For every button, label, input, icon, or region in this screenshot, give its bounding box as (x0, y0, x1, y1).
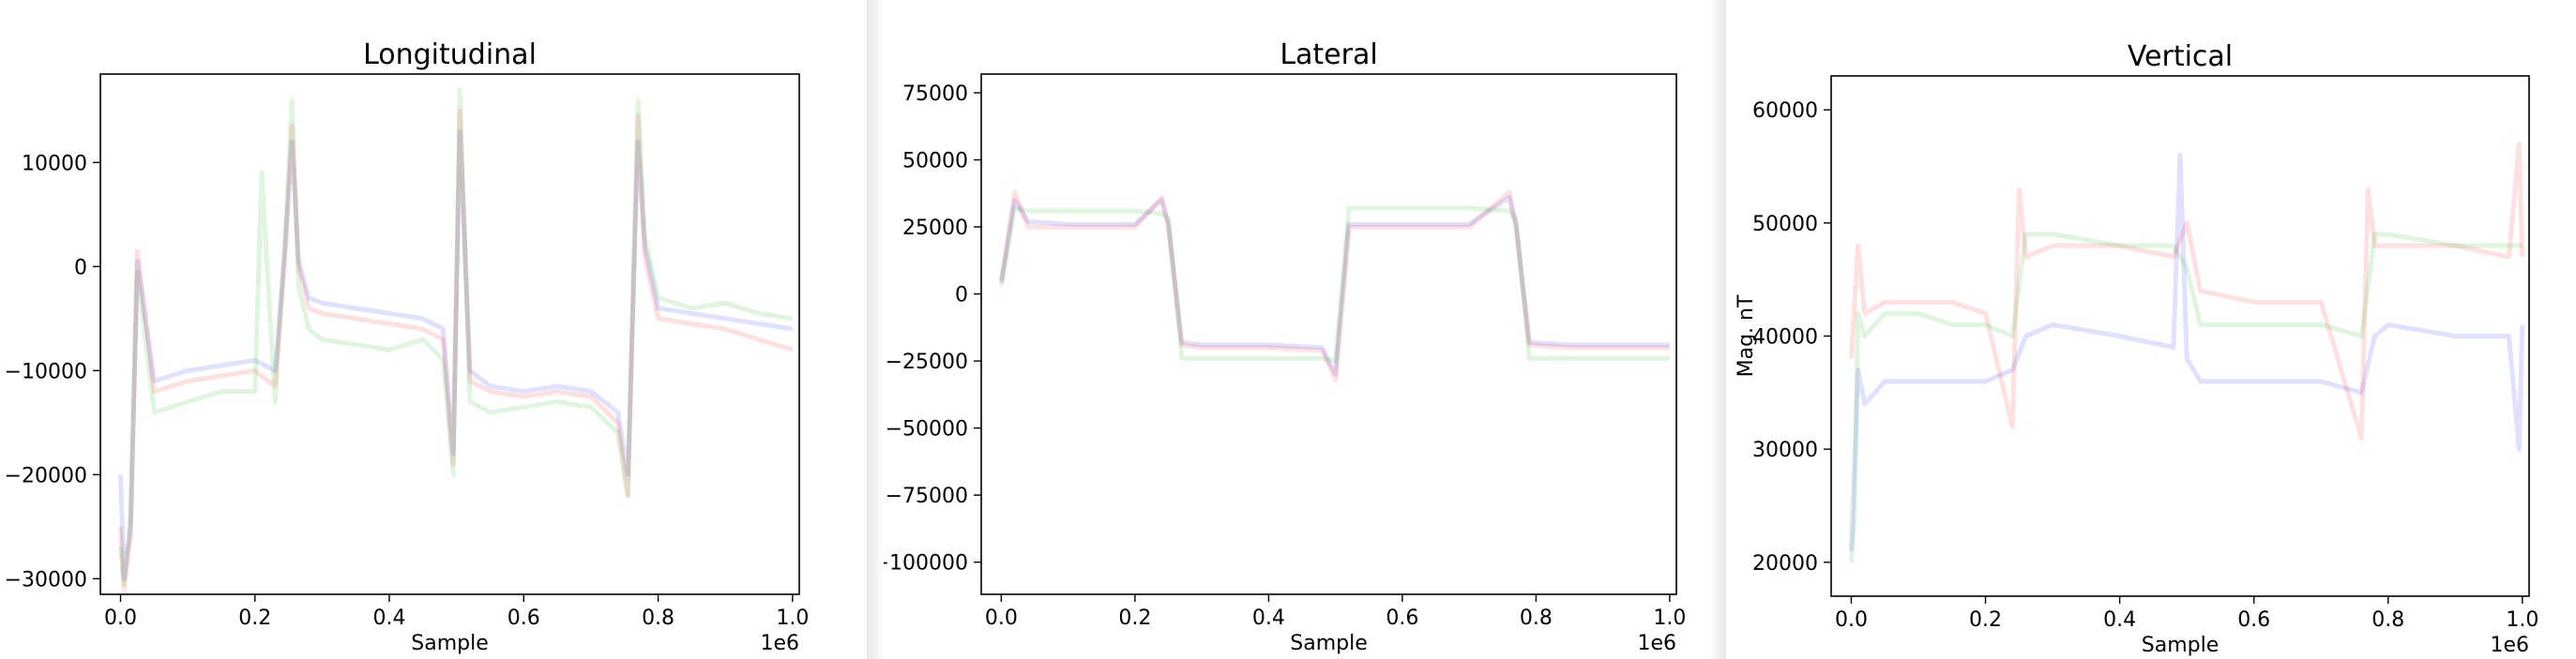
axes-frame (99, 73, 800, 595)
series-group (998, 189, 1670, 382)
x-tick-label: 0.4 (2103, 608, 2136, 632)
y-tick-label: −20000 (5, 464, 87, 487)
y-tick-label: 50000 (902, 150, 968, 173)
series-line-2 (998, 205, 1670, 364)
x-tick-label: 1.0 (1653, 607, 1686, 630)
panel-divider-shadow (867, 0, 884, 659)
y-tick-label: 75000 (902, 82, 968, 106)
y-tick-label: −75000 (886, 485, 968, 508)
lateral-chart: Lateral 0.0 0.2 0.4 0.6 0.8 1.0 75000 50000 25000… (884, 38, 1686, 655)
x-axis-label: Sample (1290, 632, 1368, 655)
x-tick-label: 0.6 (2237, 608, 2270, 632)
chart-title: Longitudinal (363, 38, 537, 71)
x-tick-label: 0.2 (238, 607, 271, 630)
y-axis-label: Mag. nT (1735, 294, 1758, 377)
x-tick-label: 1.0 (776, 607, 809, 630)
x-tick-label: 0.4 (1252, 607, 1285, 630)
x-tick-label: 0.6 (1386, 607, 1418, 630)
x-tick-label: 1.0 (2506, 608, 2538, 632)
series-group (118, 87, 794, 592)
y-tick-label: 30000 (1752, 439, 1818, 462)
y-tick-label: 0 (74, 256, 87, 279)
series-line-2 (118, 87, 794, 587)
y-tick-label: −50000 (886, 418, 968, 442)
axes-frame (980, 73, 1677, 595)
x-offset-label: 1e6 (760, 632, 799, 655)
x-tick-label: 0.2 (1118, 607, 1151, 630)
series-line-0 (1849, 153, 2525, 551)
y-tick-label: 10000 (22, 152, 87, 175)
y-tick-label: 0 (955, 284, 968, 307)
panel-divider-shadow (1709, 0, 1726, 659)
chart-title: Lateral (1280, 38, 1377, 71)
x-tick-label: 0.6 (508, 607, 540, 630)
longitudinal-chart: Longitudinal 0.0 0.2 0.4 0.6 0.8 1.0 10000 0 −100… (5, 38, 810, 655)
longitudinal-panel: Longitudinal 0.0 0.2 0.4 0.6 0.8 1.0 10000 0 −100… (0, 0, 867, 659)
x-tick-label: 0.0 (985, 607, 1018, 630)
lateral-panel: Lateral 0.0 0.2 0.4 0.6 0.8 1.0 75000 50000 25000… (884, 0, 1709, 659)
x-tick-label: 0.0 (104, 607, 137, 630)
vertical-chart: Vertical 0.0 0.2 0.4 0.6 0.8 1.0 60000 50000 4000… (1735, 40, 2538, 657)
y-tick-label: 25000 (902, 217, 968, 240)
y-tick-label: −25000 (886, 351, 968, 374)
y-tick-label: −10000 (5, 360, 87, 383)
y-tick-label: −30000 (5, 568, 87, 592)
series-line-1 (1849, 141, 2525, 441)
y-tick-label: −100000 (884, 552, 968, 576)
y-tick-label: 60000 (1752, 99, 1818, 123)
x-tick-label: 0.8 (2371, 608, 2404, 632)
x-offset-label: 1e6 (2490, 634, 2529, 657)
y-tick-label: 40000 (1752, 326, 1818, 350)
x-tick-label: 0.0 (1835, 608, 1868, 632)
series-line-1 (998, 189, 1670, 382)
chart-title: Vertical (2128, 40, 2233, 73)
x-tick-label: 0.8 (642, 607, 674, 630)
x-axis-label: Sample (2142, 634, 2220, 657)
x-tick-label: 0.4 (373, 607, 406, 630)
x-offset-label: 1e6 (1637, 632, 1676, 655)
x-tick-label: 0.2 (1969, 608, 2002, 632)
series-line-2 (1849, 232, 2523, 562)
x-tick-label: 0.8 (1520, 607, 1553, 630)
y-tick-label: 50000 (1752, 213, 1818, 236)
series-group (1849, 141, 2525, 562)
vertical-panel: Vertical 0.0 0.2 0.4 0.6 0.8 1.0 60000 50000 4000… (1726, 0, 2576, 659)
x-axis-label: Sample (411, 632, 489, 655)
y-tick-label: 20000 (1752, 552, 1818, 576)
series-line-1 (118, 108, 794, 592)
series-line-0 (118, 128, 794, 581)
series-line-0 (998, 195, 1670, 377)
